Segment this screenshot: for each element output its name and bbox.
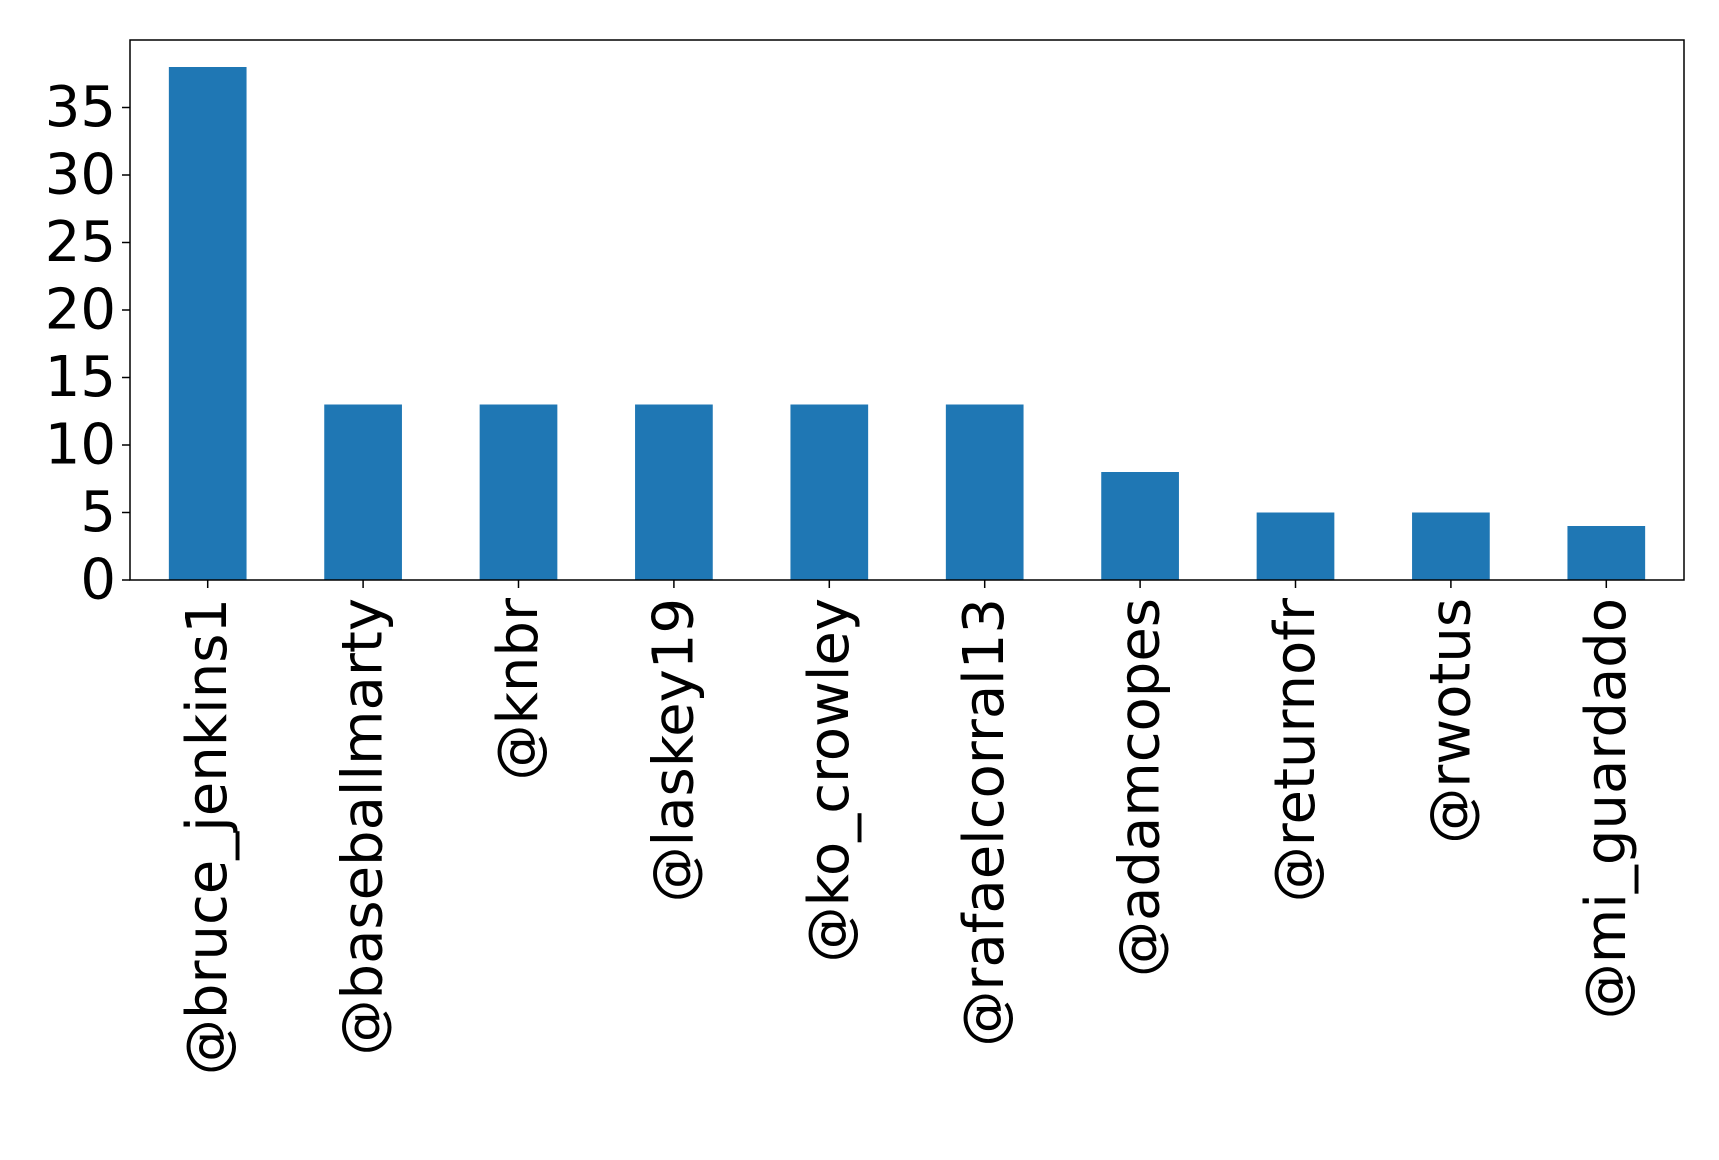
y-tick-label: 30 <box>45 143 116 208</box>
x-tick-label: @baseballmarty <box>331 598 396 1055</box>
bar-@rwotus <box>1412 512 1490 580</box>
bar-@ko_crowley <box>790 404 869 580</box>
bar-@laskey19 <box>635 404 713 580</box>
y-tick-label: 25 <box>45 210 116 275</box>
y-tick-label: 15 <box>45 345 116 410</box>
x-tick-label: @ko_crowley <box>797 598 862 963</box>
y-tick-label: 20 <box>45 278 116 343</box>
x-tick-label: @laskey19 <box>641 598 706 902</box>
bars-group <box>168 67 1646 580</box>
bar-@knbr <box>479 404 558 580</box>
x-tick-label: @knbr <box>486 597 551 780</box>
bar-@rafaelcorral13 <box>945 404 1024 580</box>
bar-@baseballmarty <box>324 404 402 580</box>
y-tick-label: 0 <box>80 548 116 613</box>
bar-@bruce_jenkins1 <box>168 67 247 580</box>
y-tick-label: 10 <box>45 413 116 478</box>
x-tick-label: @mi_guardado <box>1574 598 1639 1019</box>
plot-frame <box>129 39 1685 581</box>
y-tick-label: 35 <box>45 75 116 140</box>
x-tick-label: @adamcopes <box>1108 598 1173 977</box>
x-tick-label: @returnofr <box>1263 597 1328 902</box>
x-axis: @bruce_jenkins1 @baseballmarty @knbr @laske… <box>175 580 1639 1075</box>
x-tick-label: @bruce_jenkins1 <box>175 598 240 1075</box>
bar-@mi_guardado <box>1567 526 1646 580</box>
bar-@returnofr <box>1256 512 1335 580</box>
bar-@adamcopes <box>1101 472 1179 580</box>
x-tick-label: @rwotus <box>1418 598 1483 844</box>
y-tick-label: 5 <box>80 480 116 545</box>
x-tick-label: @rafaelcorral13 <box>952 598 1017 1047</box>
